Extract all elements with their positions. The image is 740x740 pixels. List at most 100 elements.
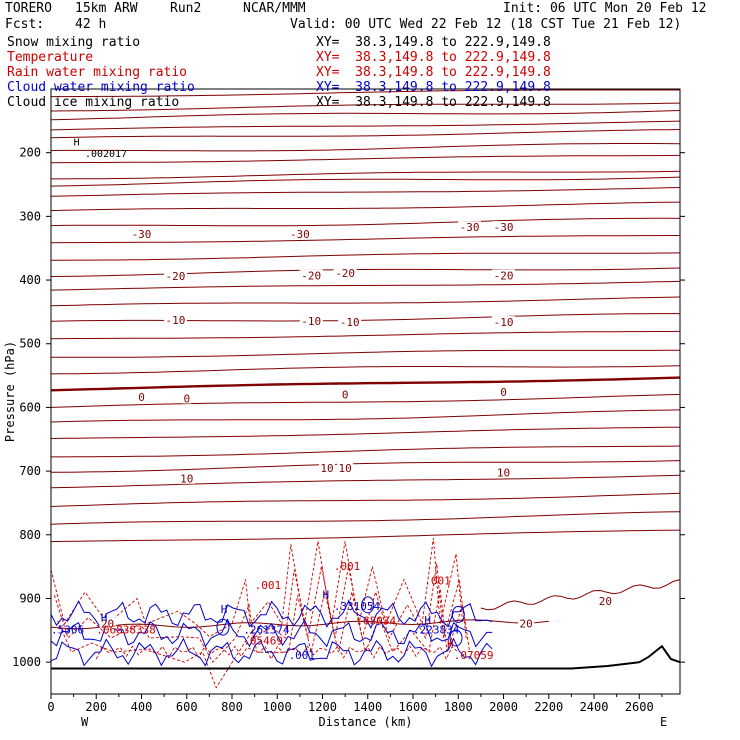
temperature-label: -10	[340, 316, 360, 329]
temperature-label-bg	[299, 269, 323, 281]
temperature-label: -20	[166, 270, 186, 283]
x-tick-label: 1200	[308, 700, 337, 714]
rain-label: H	[447, 638, 454, 651]
temperature-label: 20	[599, 595, 612, 608]
x-tick-label: 1600	[399, 700, 428, 714]
temperature-label-bg	[130, 228, 154, 240]
temperature-label: 0	[500, 386, 507, 399]
header-run: Run2	[170, 1, 202, 16]
isotherm-line	[50, 529, 681, 543]
x-right-end-label: E	[660, 715, 667, 729]
isotherm-line	[50, 511, 681, 525]
legend-label-temperature: Temperature	[7, 50, 94, 65]
temperature-label: -20	[301, 270, 321, 283]
temperature-label: -30	[290, 228, 310, 241]
cloud-water-contour	[50, 637, 493, 668]
temperature-label-bg	[137, 391, 147, 403]
x-tick-label: 400	[131, 700, 153, 714]
header-model: TORERO	[5, 1, 52, 16]
cloud-water-cell	[449, 629, 463, 647]
legend-xy-rain: XY= 38.3,149.8 to 222.9,149.8	[316, 65, 551, 80]
legend-label-rain: Rain water mixing ratio	[7, 65, 188, 80]
temperature-label: 20	[101, 617, 114, 630]
temperature-label: 20	[520, 617, 533, 630]
cloud-water-label: H	[221, 603, 228, 616]
x-tick-label: 2400	[580, 700, 609, 714]
temperature-label: 0	[138, 391, 145, 404]
temperature-label-bg	[182, 392, 192, 404]
x-tick-label: 1800	[444, 700, 473, 714]
y-tick-label: 900	[19, 591, 41, 605]
rain-label: .68034	[356, 615, 396, 628]
header-fcst-value: 42 h	[75, 17, 107, 32]
cloud-water-cell	[361, 596, 375, 614]
legend-xy-cloud-water: XY= 38.3,149.8 to 222.9,149.8	[316, 80, 551, 95]
isotherm-line	[50, 217, 681, 227]
cloud-ice-label: .002017	[85, 149, 127, 160]
isotherm-line	[50, 619, 549, 630]
isotherm-line	[51, 170, 681, 180]
temperature-label: -30	[460, 221, 480, 234]
cloud-water-label: .001	[289, 649, 316, 662]
rain-contour	[53, 563, 467, 663]
temperature-label-bg	[163, 314, 187, 326]
y-tick-label: 200	[19, 146, 41, 160]
cloud-ice-label: H	[74, 138, 80, 149]
cloud-water-label: .261374	[243, 624, 290, 637]
temperature-label: 0	[183, 393, 190, 406]
temperature-label-bg	[299, 314, 323, 326]
isotherm-line	[50, 474, 681, 489]
isotherm-line	[50, 110, 681, 121]
legend-label-cloud-ice: Cloud ice mixing ratio	[7, 95, 180, 110]
x-tick-label: 800	[221, 700, 243, 714]
temperature-label-bg	[319, 461, 336, 473]
temperature-label-bg	[337, 461, 354, 473]
isotherm-line	[51, 89, 680, 98]
isotherm-line	[51, 349, 681, 358]
temperature-label: -10	[166, 314, 186, 327]
rain-contour	[50, 537, 464, 638]
cloud-water-label: H	[101, 611, 108, 624]
legend-label-snow: Snow mixing ratio	[7, 35, 141, 50]
isotherm-line	[50, 365, 681, 375]
header-resolution: 15km ARW	[75, 1, 138, 16]
cloud-water-label: .331054	[334, 600, 381, 613]
x-left-end-label: W	[81, 715, 89, 729]
isotherm-line	[50, 393, 681, 408]
terrain-surface	[51, 644, 681, 670]
rain-contour	[95, 645, 459, 661]
temperature-label-bg	[492, 316, 516, 328]
isotherm-line	[50, 313, 680, 322]
rain-label: .07059	[454, 649, 494, 662]
temperature-label-bg	[495, 466, 512, 478]
temperature-label: -20	[494, 270, 514, 283]
cloud-water-contours	[50, 596, 493, 668]
y-tick-label: 1000	[12, 655, 41, 669]
isotherm-line	[50, 330, 681, 340]
temperature-label-bg	[518, 617, 535, 629]
y-tick-label: 700	[19, 464, 41, 478]
cloud-water-cell	[216, 618, 230, 636]
cloud-water-label: .5306	[51, 624, 84, 637]
isotherm-line	[50, 409, 681, 423]
temperature-label-bg	[597, 595, 614, 607]
isotherm-line	[50, 235, 680, 244]
temperature-label-bg	[492, 269, 516, 281]
temperature-label: 0	[342, 389, 349, 402]
isotherm-line	[50, 176, 681, 187]
legend-xy-cloud-ice: XY= 38.3,149.8 to 222.9,149.8	[316, 95, 551, 110]
temperature-label: -10	[301, 315, 321, 328]
plot-frame	[50, 88, 681, 695]
x-tick-label: 2000	[489, 700, 518, 714]
temperature-isotherms	[50, 89, 681, 630]
cloud-water-label: H	[323, 588, 330, 601]
cloud-water-label: .223834	[413, 624, 460, 637]
header-fcst-label: Fcst:	[5, 17, 45, 32]
isotherm-line	[50, 102, 681, 112]
legend-xy-snow: XY= 38.3,149.8 to 222.9,149.8	[316, 35, 551, 50]
isotherm-line	[50, 267, 681, 277]
header-valid: Valid: 00 UTC Wed 22 Feb 12 (18 CST Tue …	[290, 17, 682, 32]
isotherm-line	[50, 460, 681, 473]
